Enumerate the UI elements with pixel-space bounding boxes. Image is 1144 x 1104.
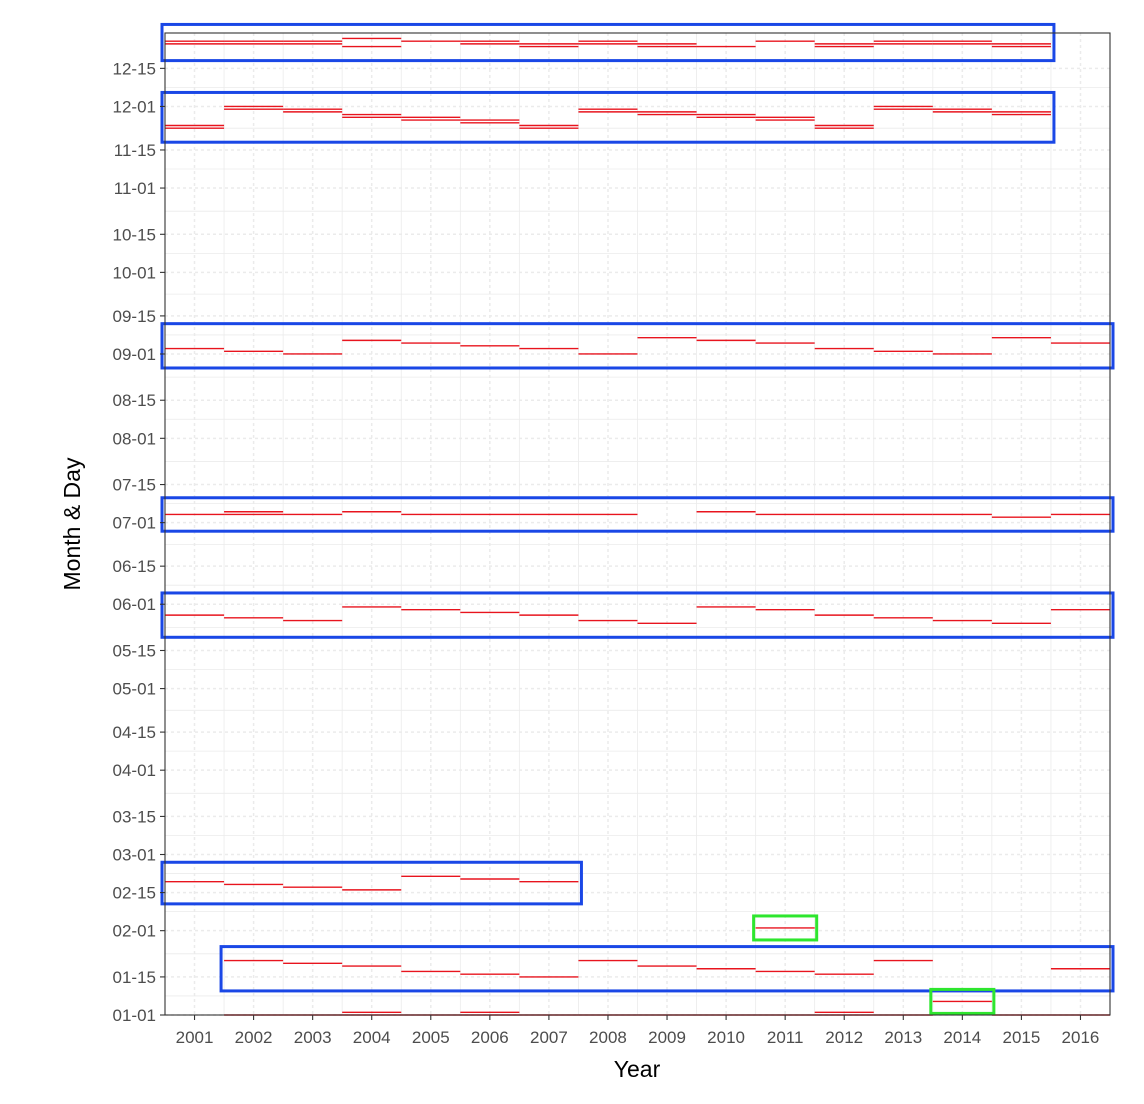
grid-lines [164, 33, 1111, 1016]
group-box [160, 322, 1115, 370]
group-box [160, 591, 1115, 639]
y-tick-label: 01-15 [113, 968, 156, 987]
x-tick-label: 2016 [1062, 1028, 1100, 1047]
y-tick-label: 10-15 [113, 225, 156, 244]
y-tick-label: 01-01 [113, 1006, 156, 1025]
x-tick-label: 2010 [707, 1028, 745, 1047]
group-box [219, 945, 1115, 993]
x-tick-label: 2012 [825, 1028, 863, 1047]
y-tick-label: 07-15 [113, 476, 156, 495]
outlier-box [929, 987, 996, 1015]
y-tick-label: 03-01 [113, 846, 156, 865]
y-tick-label: 04-15 [113, 723, 156, 742]
y-tick-label: 04-01 [113, 761, 156, 780]
y-tick-label: 05-15 [113, 641, 156, 660]
x-tick-label: 2001 [176, 1028, 214, 1047]
y-axis: 01-01 01-15 02-01 02-15 03-01 03-15 04-01 04-15… [113, 59, 165, 1025]
y-tick-label: 02-15 [113, 884, 156, 903]
y-tick-label: 02-01 [113, 922, 156, 941]
y-tick-label: 03-15 [113, 807, 156, 826]
x-tick-label: 2015 [1002, 1028, 1040, 1047]
x-tick-label: 2009 [648, 1028, 686, 1047]
y-tick-label: 09-01 [113, 345, 156, 364]
x-tick-label: 2008 [589, 1028, 627, 1047]
y-tick-label: 07-01 [113, 514, 156, 533]
y-tick-label: 10-01 [113, 263, 156, 282]
group-box [160, 496, 1115, 533]
x-tick-label: 2007 [530, 1028, 568, 1047]
group-box [160, 860, 583, 906]
y-tick-label: 05-01 [113, 680, 156, 699]
y-tick-label: 12-15 [113, 59, 156, 78]
x-tick-label: 2002 [235, 1028, 273, 1047]
y-tick-label: 11-01 [114, 179, 156, 198]
x-tick-label: 2014 [943, 1028, 981, 1047]
y-tick-label: 12-01 [113, 97, 156, 116]
y-tick-label: 08-01 [113, 429, 156, 448]
group-box [160, 90, 1056, 144]
y-tick-label: 08-15 [113, 391, 156, 410]
outlier-box [752, 914, 819, 942]
y-tick-label: 06-01 [113, 595, 156, 614]
x-tick-label: 2006 [471, 1028, 509, 1047]
group-boxes [160, 22, 1115, 1015]
x-tick-label: 2003 [294, 1028, 332, 1047]
y-tick-label: 09-15 [113, 307, 156, 326]
y-tick-label: 06-15 [113, 557, 156, 576]
x-tick-label: 2004 [353, 1028, 391, 1047]
x-tick-label: 2005 [412, 1028, 450, 1047]
x-tick-label: 2013 [884, 1028, 922, 1047]
y-axis-title: Month & Day [59, 457, 85, 590]
x-tick-label: 2011 [767, 1028, 804, 1047]
x-axis-title: Year [614, 1056, 661, 1082]
group-box [160, 22, 1056, 63]
y-tick-label: 11-15 [114, 141, 156, 160]
x-axis: 2001 2002 2003 2004 2005 2006 2007 2008 2009 2010… [176, 1015, 1100, 1047]
plot-panel-border [164, 32, 1111, 1016]
